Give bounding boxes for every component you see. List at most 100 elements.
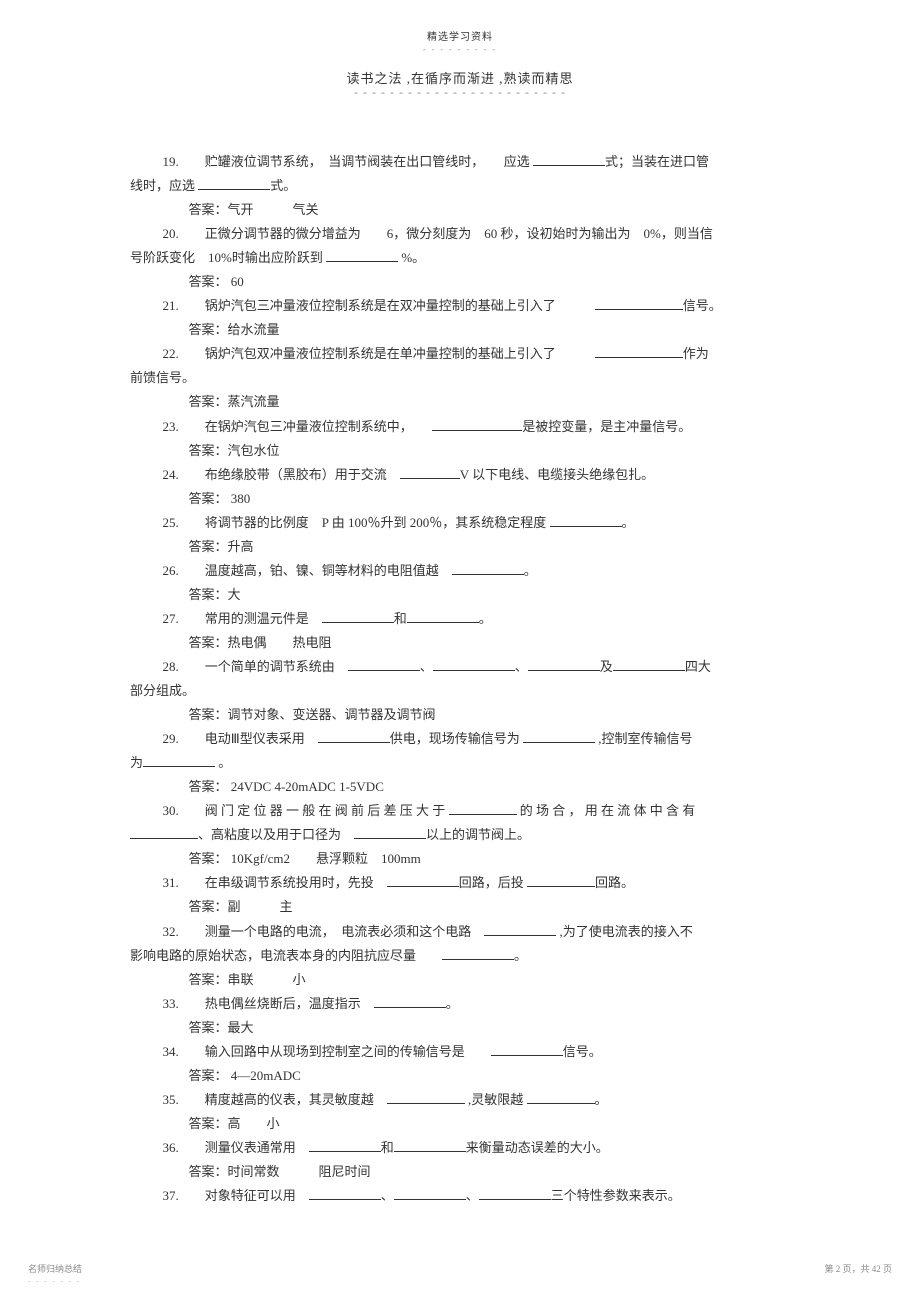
question-number: 33. [163,996,179,1011]
blank-field [309,1151,381,1152]
question-line: 21. 锅炉汽包三冲量液位控制系统是在双冲量控制的基础上引入了 信号。 [130,294,790,318]
answer-line: 答案： 60 [130,270,790,294]
question-line: 33. 热电偶丝烧断后，温度指示 。 [130,992,790,1016]
blank-field [527,886,595,887]
blank-field [533,165,605,166]
header-underline: - - - - - - - - - - - - - - - - - - - - … [0,85,920,100]
question-number: 24. [163,467,179,482]
question-line: 26. 温度越高，铂、镍、铜等材料的电阻值越 。 [130,559,790,583]
question-number: 27. [163,611,179,626]
question-continuation: 、高粘度以及用于口径为 以上的调节阀上。 [130,823,790,847]
blank-field [528,670,600,671]
question-line: 35. 精度越高的仪表，其灵敏度越 ,灵敏限越 。 [130,1088,790,1112]
question-line: 30. 阀 门 定 位 器 一 般 在 阀 前 后 差 压 大 于 的 场 合 … [130,799,790,823]
footer-left-sub: - - - - - - - [28,1277,81,1285]
question-continuation: 线时，应选 式。 [130,174,790,198]
blank-field [374,1007,446,1008]
blank-field [527,1103,595,1104]
question-line: 24. 布绝缘胶带（黑胶布）用于交流 V 以下电线、电缆接头绝缘包扎。 [130,463,790,487]
question-number: 26. [163,563,179,578]
question-line: 37. 对象特征可以用 、、三个特性参数来表示。 [130,1184,790,1208]
answer-line: 答案：大 [130,583,790,607]
answer-line: 答案：串联 小 [130,968,790,992]
header-top: 精选学习资料 [0,0,920,43]
question-number: 28. [163,659,179,674]
question-number: 30. [163,803,179,818]
question-continuation: 为 。 [130,751,790,775]
answer-line: 答案：热电偶 热电阻 [130,631,790,655]
blank-field [452,574,524,575]
question-number: 20. [163,226,179,241]
question-number: 35. [163,1092,179,1107]
question-line: 31. 在串级调节系统投用时，先投 回路，后投 回路。 [130,871,790,895]
header-sub: - - - - - - - - - [0,45,920,54]
question-line: 27. 常用的测温元件是 和。 [130,607,790,631]
blank-field [322,622,394,623]
answer-line: 答案：升高 [130,535,790,559]
blank-field [387,886,459,887]
question-continuation: 号阶跃变化 10%时输出应阶跃到 %。 [130,246,790,270]
question-line: 25. 将调节器的比例度 P 由 100％升到 200％，其系统稳定程度 。 [130,511,790,535]
answer-line: 答案：高 小 [130,1112,790,1136]
footer-right: 第 2 页，共 42 页 [824,1262,892,1275]
question-continuation: 部分组成。 [130,679,790,703]
blank-field [309,1199,381,1200]
blank-field [348,670,420,671]
blank-field [387,1103,465,1104]
answer-line: 答案：时间常数 阻尼时间 [130,1160,790,1184]
question-continuation: 前馈信号。 [130,366,790,390]
question-line: 32. 测量一个电路的电流， 电流表必须和这个电路 ,为了使电流表的接入不 [130,920,790,944]
question-line: 22. 锅炉汽包双冲量液位控制系统是在单冲量控制的基础上引入了 作为 [130,342,790,366]
question-number: 34. [163,1044,179,1059]
question-line: 36. 测量仪表通常用 和来衡量动态误差的大小。 [130,1136,790,1160]
answer-line: 答案： 10Kgf/cm2 悬浮颗粒 100mm [130,847,790,871]
blank-field [479,1199,551,1200]
blank-field [595,357,683,358]
question-line: 34. 输入回路中从现场到控制室之间的传输信号是 信号。 [130,1040,790,1064]
answer-line: 答案： 24VDC 4-20mADC 1-5VDC [130,775,790,799]
answer-line: 答案：汽包水位 [130,439,790,463]
blank-field [354,838,426,839]
answer-line: 答案： 4—20mADC [130,1064,790,1088]
question-number: 37. [163,1188,179,1203]
answer-line: 答案：最大 [130,1016,790,1040]
question-number: 36. [163,1140,179,1155]
answer-line: 答案：蒸汽流量 [130,390,790,414]
blank-field [407,622,479,623]
blank-field [595,309,683,310]
answer-line: 答案：气开 气关 [130,198,790,222]
question-line: 28. 一个简单的调节系统由 、、及四大 [130,655,790,679]
blank-field [143,766,215,767]
question-number: 25. [163,515,179,530]
blank-field [550,526,622,527]
footer-left: 名师归纳总结 [28,1262,82,1275]
blank-field [326,261,398,262]
question-continuation: 影响电路的原始状态，电流表本身的内阻抗应尽量 。 [130,944,790,968]
question-line: 20. 正微分调节器的微分增益为 6，微分刻度为 60 秒，设初始时为输出为 0… [130,222,790,246]
question-number: 22. [163,346,179,361]
question-number: 21. [163,298,179,313]
blank-field [613,670,685,671]
blank-field [130,838,198,839]
question-number: 19. [163,154,179,169]
blank-field [491,1055,563,1056]
question-line: 23. 在锅炉汽包三冲量液位控制系统中， 是被控变量，是主冲量信号。 [130,415,790,439]
question-number: 23. [163,419,179,434]
blank-field [449,814,517,815]
question-number: 32. [163,924,179,939]
blank-field [484,935,556,936]
content-area: 19. 贮罐液位调节系统， 当调节阀装在出口管线时， 应选 式；当装在进口管线时… [0,100,920,1208]
answer-line: 答案：副 主 [130,895,790,919]
blank-field [198,189,270,190]
question-line: 19. 贮罐液位调节系统， 当调节阀装在出口管线时， 应选 式；当装在进口管 [130,150,790,174]
blank-field [442,959,514,960]
blank-field [523,742,595,743]
question-number: 31. [163,875,179,890]
question-number: 29. [163,731,179,746]
blank-field [394,1151,466,1152]
blank-field [432,430,522,431]
blank-field [318,742,390,743]
blank-field [400,478,460,479]
answer-line: 答案：调节对象、变送器、调节器及调节阀 [130,703,790,727]
answer-line: 答案： 380 [130,487,790,511]
